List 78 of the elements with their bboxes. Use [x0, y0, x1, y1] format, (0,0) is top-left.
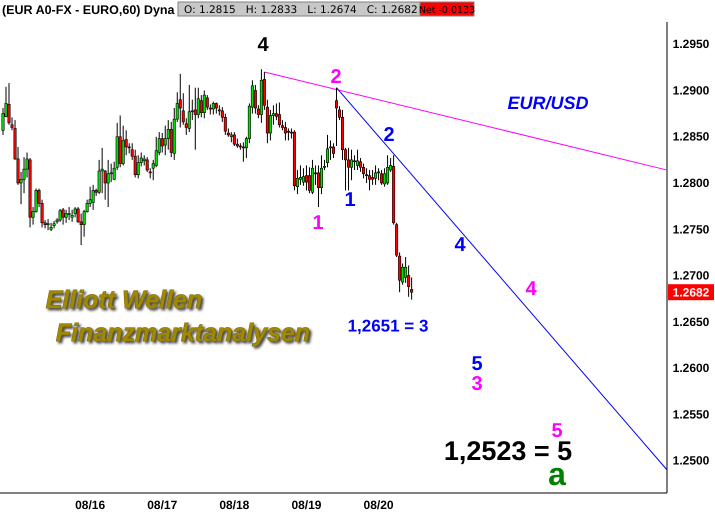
annotation: 2	[383, 124, 395, 146]
x-tick-label: 08/20	[364, 498, 394, 512]
annotation: 1,2651 = 3	[348, 316, 428, 336]
y-tick-label: 1.2550	[672, 407, 710, 422]
candlestick	[242, 142, 245, 162]
chart-title: (EUR A0-FX - EURO,60) Dyna	[2, 3, 176, 17]
candlestick	[350, 149, 354, 181]
candlestick	[353, 154, 356, 171]
annotation: 4	[257, 34, 270, 56]
candlestick	[178, 73, 182, 128]
candlestick	[214, 102, 218, 114]
candlestick	[68, 206, 71, 221]
candlestick	[200, 94, 203, 118]
candlestick	[386, 154, 390, 186]
candlestick	[371, 170, 374, 186]
candlestick	[232, 132, 236, 146]
candlestick	[206, 94, 209, 110]
annotation: 4	[454, 234, 466, 256]
candlestick	[136, 154, 140, 179]
annotation: EUR/USD	[507, 93, 589, 113]
y-tick-label: 1.2700	[672, 268, 710, 283]
candlestick	[278, 102, 281, 128]
x-tick-label: 08/17	[147, 498, 178, 512]
candlestick	[254, 84, 257, 114]
annotation: 2	[330, 66, 342, 88]
candlestick	[368, 170, 372, 191]
candlestick	[347, 147, 350, 191]
y-tick-label: 1.2650	[672, 314, 710, 329]
candlestick	[122, 125, 125, 166]
candlestick	[106, 159, 110, 208]
candlestick	[286, 128, 290, 141]
annotation: Finanzmarktanalysen	[56, 319, 310, 347]
text: 1.2682	[672, 286, 710, 300]
y-tick-label: 1.2800	[672, 176, 710, 190]
annotation: 1	[344, 189, 356, 211]
candlestick	[380, 170, 384, 186]
candlestick	[326, 134, 329, 168]
candlestick	[304, 164, 308, 191]
annotation: Elliott Wellen	[46, 286, 202, 314]
candlestick	[58, 208, 62, 222]
y-tick-label: 1.2750	[672, 222, 710, 236]
candlestick	[335, 87, 338, 146]
y-tick-label: 1.2500	[672, 454, 710, 468]
candlestick	[212, 101, 215, 116]
candlestick	[64, 209, 68, 224]
y-tick-label: 1.2950	[672, 37, 710, 52]
y-tick-label: 1.2600	[672, 361, 710, 376]
x-tick-label: 08/19	[291, 498, 322, 512]
candlestick	[374, 164, 378, 186]
annotation: 1	[312, 212, 324, 234]
candlestick	[188, 84, 191, 133]
candlestick	[92, 184, 95, 210]
x-tick-label: 08/18	[219, 498, 250, 512]
y-tick-label: 1.2900	[672, 83, 710, 98]
candlestick	[316, 164, 320, 208]
candlestick	[284, 121, 287, 141]
annotation: 3	[471, 373, 483, 395]
candlestick	[377, 168, 380, 181]
candlestick	[70, 209, 74, 222]
text: O: 1.2815 H: 1.2833 L: 1.2674 C: 1.2682	[184, 4, 418, 16]
candlestick	[332, 142, 335, 159]
candlestick	[302, 168, 305, 186]
y-tick-label: 1.2850	[672, 130, 710, 144]
candlestick	[268, 109, 272, 141]
candlestick	[62, 207, 65, 226]
x-tick-label: 08/16	[75, 498, 106, 512]
candlestick	[202, 90, 206, 119]
candlestick	[230, 132, 233, 143]
annotation: 4	[525, 278, 538, 300]
candlestick	[46, 218, 50, 231]
annotation: 5	[551, 420, 563, 442]
candlestick	[170, 121, 173, 158]
text: Net -0.0133	[418, 5, 476, 16]
candlestick	[356, 149, 360, 171]
candlestick	[308, 166, 311, 194]
candlestick	[74, 206, 77, 218]
annotation: 5	[471, 353, 483, 375]
candlestick	[194, 87, 197, 150]
